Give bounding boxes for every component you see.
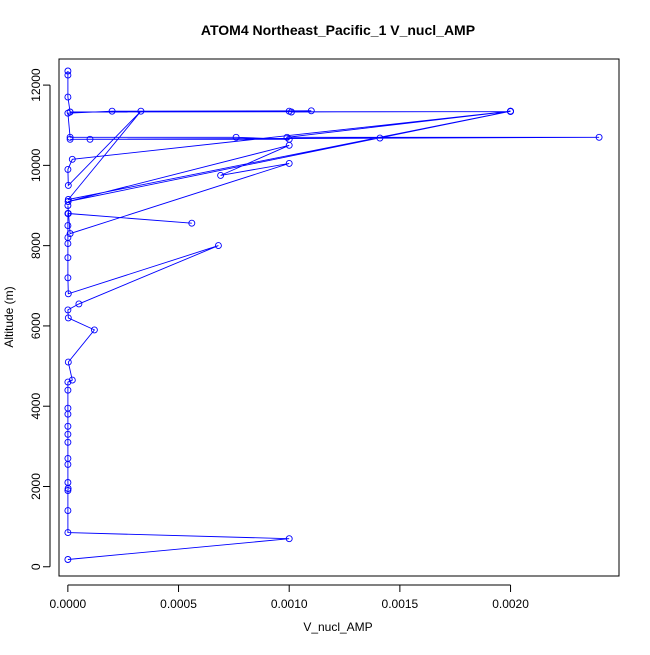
data-point xyxy=(64,274,72,282)
data-point xyxy=(108,107,116,115)
y-tick-label: 6000 xyxy=(29,312,43,339)
data-point xyxy=(64,71,72,79)
data-point xyxy=(64,254,72,262)
y-tick-label: 4000 xyxy=(29,393,43,420)
data-point xyxy=(64,454,72,462)
data-point xyxy=(64,430,72,438)
data-point xyxy=(66,108,74,116)
data-point xyxy=(64,290,72,298)
y-tick-label: 0 xyxy=(29,563,43,570)
data-point xyxy=(64,306,72,314)
data-point xyxy=(376,134,384,142)
y-tick-label: 2000 xyxy=(29,473,43,500)
data-point xyxy=(595,133,603,141)
data-point xyxy=(64,165,72,173)
data-point xyxy=(66,230,74,238)
data-point xyxy=(75,300,83,308)
y-axis: 0 2000 4000 6000 8000 10000 12000 xyxy=(29,68,51,570)
x-tick-label: 0.0020 xyxy=(492,597,529,611)
y-tick-label: 10000 xyxy=(29,148,43,182)
plot-frame xyxy=(58,58,620,577)
data-point xyxy=(64,479,72,486)
data-point xyxy=(64,507,72,515)
data-point xyxy=(66,133,74,141)
y-tick-label: 12000 xyxy=(29,68,43,102)
data-point xyxy=(64,222,72,230)
series-layer xyxy=(64,67,603,563)
x-tick-label: 0.0010 xyxy=(271,597,308,611)
data-point xyxy=(232,133,240,141)
data-point xyxy=(90,326,98,334)
data-point xyxy=(285,135,293,143)
data-point xyxy=(64,529,72,537)
data-point xyxy=(285,535,293,543)
data-point xyxy=(64,438,72,446)
data-point xyxy=(68,155,76,163)
data-point xyxy=(64,556,72,563)
data-point xyxy=(64,210,72,217)
data-point xyxy=(285,159,293,167)
data-point xyxy=(64,234,72,242)
data-point xyxy=(217,171,225,179)
data-point xyxy=(64,181,72,189)
x-axis: 0.0000 0.0005 0.0010 0.0015 0.0020 xyxy=(50,584,529,611)
data-point xyxy=(137,107,145,115)
data-point xyxy=(64,67,72,75)
data-point xyxy=(188,219,196,227)
data-point xyxy=(507,108,514,116)
data-point xyxy=(64,422,72,430)
data-point xyxy=(64,93,72,101)
data-point xyxy=(64,196,72,203)
x-tick-label: 0.0000 xyxy=(50,597,87,611)
chart-title: ATOM4 Northeast_Pacific_1 V_nucl_AMP xyxy=(201,22,475,38)
x-axis-label: V_nucl_AMP xyxy=(303,620,372,634)
data-point xyxy=(287,108,295,116)
data-point xyxy=(283,133,291,141)
data-point xyxy=(66,135,74,143)
data-point xyxy=(307,107,315,115)
y-tick-label: 8000 xyxy=(29,232,43,259)
x-tick-label: 0.0015 xyxy=(382,597,419,611)
y-axis-label: Altitude (m) xyxy=(2,286,16,347)
data-point xyxy=(64,358,72,366)
data-point xyxy=(64,386,72,394)
data-point xyxy=(86,135,94,143)
data-point xyxy=(68,376,76,384)
data-point xyxy=(64,378,72,386)
data-point xyxy=(64,314,72,322)
data-point xyxy=(214,242,222,250)
x-tick-label: 0.0005 xyxy=(160,597,197,611)
data-point xyxy=(64,404,72,412)
